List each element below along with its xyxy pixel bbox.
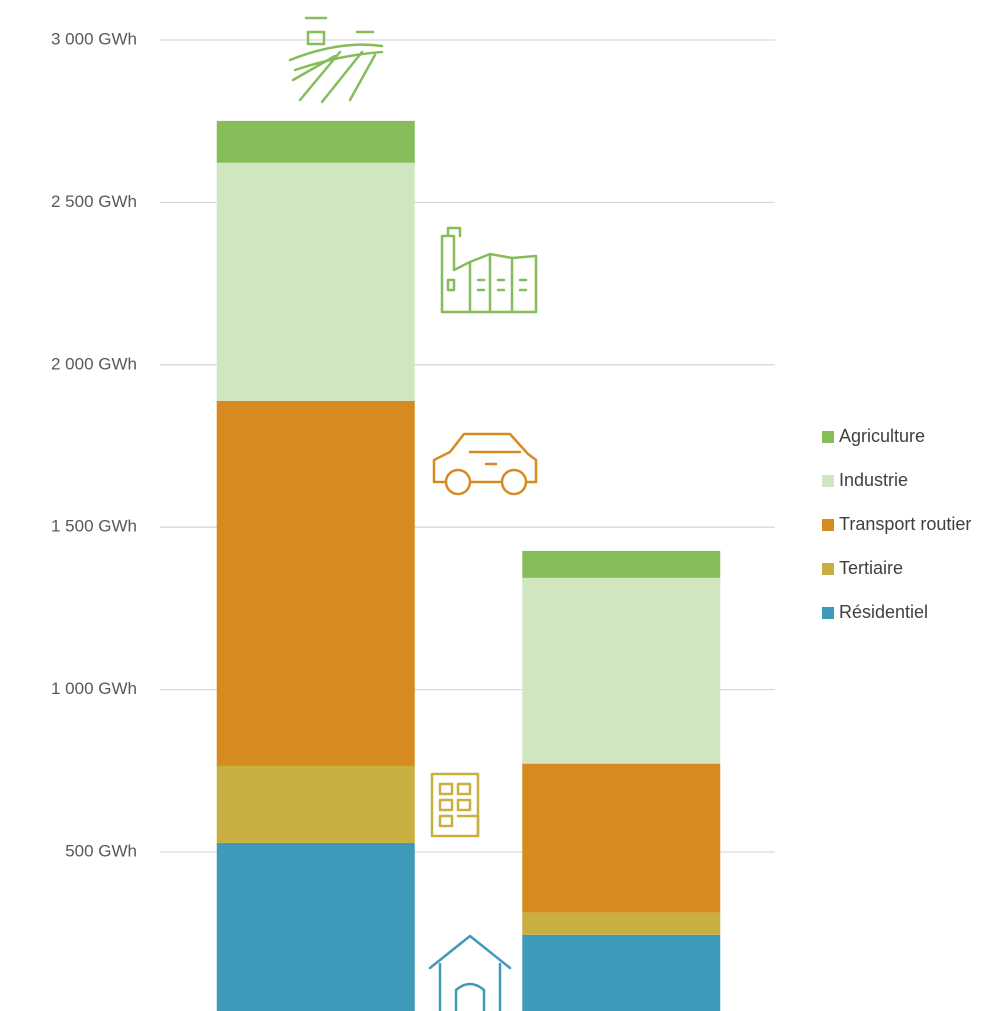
legend: Résidentiel Tertiaire Transport routier Ind… <box>822 426 971 622</box>
icon-car <box>432 432 538 496</box>
legend-label: Agriculture <box>839 426 925 446</box>
icon-building <box>430 772 480 838</box>
bar-segment <box>216 400 415 766</box>
bars <box>216 120 721 1011</box>
bar-segment <box>522 763 721 913</box>
bar-segment <box>216 842 415 1011</box>
legend-label: Résidentiel <box>839 602 928 622</box>
y-tick-label: 1 500 GWh <box>51 517 137 536</box>
bar-segment <box>522 934 721 1011</box>
bar-segment <box>522 577 721 764</box>
y-tick-label: 3 000 GWh <box>51 29 137 48</box>
y-tick-label: 2 500 GWh <box>51 192 137 211</box>
legend-swatch <box>822 563 834 575</box>
bar-segment <box>522 912 721 935</box>
legend-swatch <box>822 519 834 531</box>
legend-label: Tertiaire <box>839 558 903 578</box>
legend-swatch <box>822 431 834 443</box>
legend-label: Transport routier <box>839 514 971 534</box>
legend-label: Industrie <box>839 470 908 490</box>
y-tick-label: 2 000 GWh <box>51 354 137 373</box>
bar-segment <box>216 765 415 843</box>
y-tick-label: 500 GWh <box>65 841 137 860</box>
legend-swatch <box>822 475 834 487</box>
legend-swatch <box>822 607 834 619</box>
icon-house <box>428 934 512 1011</box>
icon-factory <box>440 226 538 314</box>
y-tick-label: 1 000 GWh <box>51 679 137 698</box>
bar-segment <box>522 550 721 578</box>
bar-segment <box>216 162 415 401</box>
bar-segment <box>216 120 415 163</box>
icon-farm <box>288 16 384 104</box>
